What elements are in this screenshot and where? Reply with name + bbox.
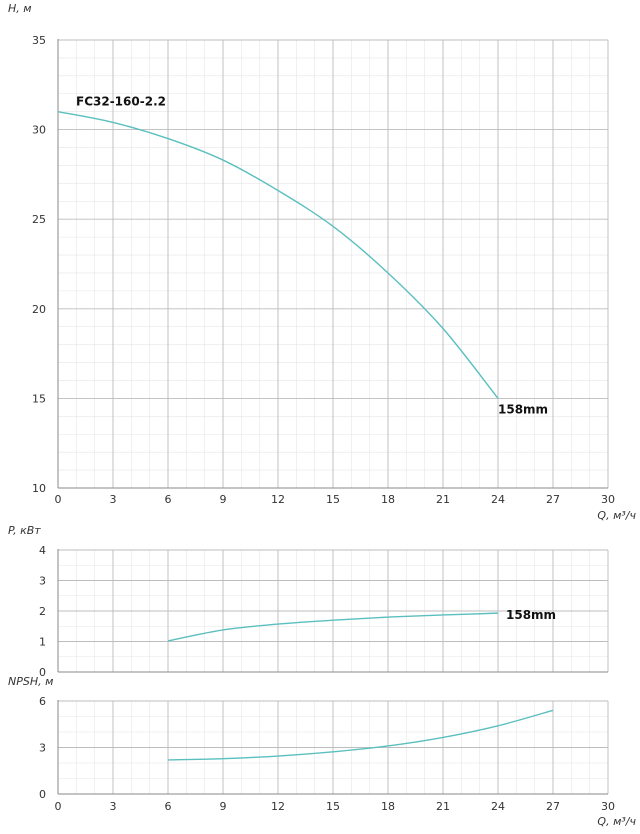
curve-label: 158mm [506, 608, 556, 622]
power-curve [167, 612, 499, 642]
y-tick-label: 0 [39, 788, 46, 801]
x-tick-label: 9 [220, 800, 227, 813]
x-tick-label: 15 [326, 493, 340, 506]
head-curve [57, 110, 499, 399]
y-axis-label: NPSH, м [8, 675, 53, 688]
chart-head: 10 15 20 25 30 35 0 3 6 9 12 15 18 21 24 27 30 H, м Q, м³/… [8, 2, 636, 522]
chart-npsh: 0 3 6 0 3 6 9 12 15 18 21 24 27 30 NPSH, м Q, м³/ч [8, 675, 636, 828]
y-tick-label: 20 [32, 303, 46, 316]
x-tick-label: 24 [491, 800, 505, 813]
x-tick-label: 12 [271, 800, 285, 813]
y-tick-label: 4 [39, 544, 46, 557]
y-tick-label: 30 [32, 124, 46, 137]
y-tick-label: 6 [39, 695, 46, 708]
y-tick-label: 15 [32, 392, 46, 405]
x-tick-label: 15 [326, 800, 340, 813]
x-tick-label: 18 [381, 800, 395, 813]
y-tick-label: 0 [39, 666, 46, 679]
x-tick-label: 6 [165, 800, 172, 813]
x-tick-label: 30 [601, 800, 615, 813]
x-tick-label: 0 [55, 800, 62, 813]
x-tick-label: 27 [546, 800, 560, 813]
x-tick-label: 0 [55, 493, 62, 506]
y-tick-label: 2 [39, 605, 46, 618]
x-axis-label: Q, м³/ч [597, 509, 636, 522]
y-axis-label: P, кВт [8, 524, 41, 537]
x-tick-label: 6 [165, 493, 172, 506]
y-tick-label: 25 [32, 213, 46, 226]
y-tick-label: 10 [32, 482, 46, 495]
y-tick-label: 3 [39, 742, 46, 755]
y-tick-label: 35 [32, 34, 46, 47]
x-tick-label: 27 [546, 493, 560, 506]
curve-label: 158mm [498, 402, 548, 416]
y-tick-label: 1 [39, 636, 46, 649]
x-tick-label: 3 [110, 493, 117, 506]
chart-power: 0 1 2 3 4 P, кВт 158mm [8, 524, 609, 679]
x-tick-label: 30 [601, 493, 615, 506]
x-axis-label: Q, м³/ч [597, 815, 636, 828]
x-tick-label: 21 [436, 493, 450, 506]
x-tick-label: 3 [110, 800, 117, 813]
x-tick-label: 12 [271, 493, 285, 506]
y-tick-label: 3 [39, 575, 46, 588]
y-axis-label: H, м [8, 2, 32, 15]
x-tick-label: 21 [436, 800, 450, 813]
x-tick-label: 9 [220, 493, 227, 506]
x-tick-label: 18 [381, 493, 395, 506]
curve-label: FC32-160-2.2 [76, 95, 166, 109]
x-tick-label: 24 [491, 493, 505, 506]
npsh-curve [167, 709, 554, 761]
